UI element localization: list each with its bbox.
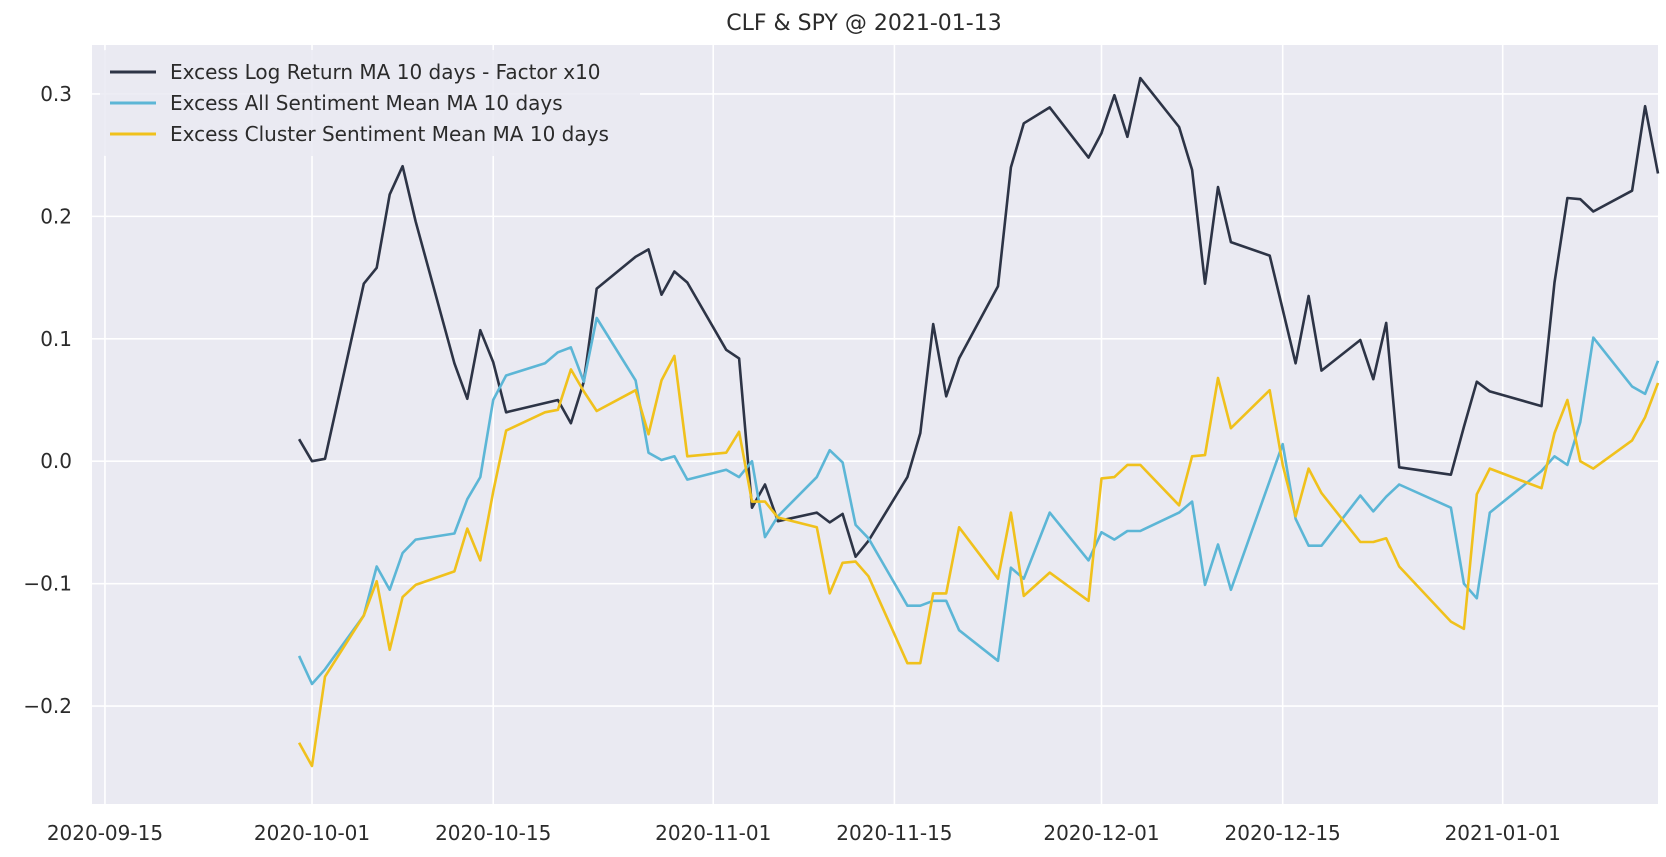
plot-area xyxy=(92,45,1658,804)
x-axis: 2020-09-15 2020-10-01 2020-10-15 2020-11-01… xyxy=(47,821,1561,845)
series-line-log-return xyxy=(297,76,1660,558)
x-tick-label: 2020-11-01 xyxy=(655,821,771,845)
y-tick-label: −0.2 xyxy=(23,694,72,718)
x-tick-label: 2020-12-01 xyxy=(1043,821,1159,845)
x-tick-label: 2020-10-15 xyxy=(435,821,551,845)
y-tick-label: 0.2 xyxy=(40,204,72,228)
legend-box xyxy=(100,50,640,156)
y-tick-label: 0.1 xyxy=(40,327,72,351)
y-tick-label: 0.3 xyxy=(40,82,72,106)
series-line-cluster-sentiment xyxy=(297,354,1660,768)
x-tick-label: 2020-10-01 xyxy=(254,821,370,845)
series-line-all-sentiment xyxy=(297,316,1660,686)
legend-label-all-sentiment: Excess All Sentiment Mean MA 10 days xyxy=(170,91,563,115)
x-tick-label: 2020-09-15 xyxy=(47,821,163,845)
grid xyxy=(92,45,1658,804)
chart-title: CLF & SPY @ 2021-01-13 xyxy=(726,11,1001,36)
x-tick-label: 2021-01-01 xyxy=(1445,821,1561,845)
y-axis: −0.2 −0.1 0.0 0.1 0.2 0.3 xyxy=(23,82,72,718)
legend: Excess Log Return MA 10 days - Factor x1… xyxy=(100,50,640,156)
legend-label-cluster-sentiment: Excess Cluster Sentiment Mean MA 10 days xyxy=(170,122,609,146)
legend-label-log-return: Excess Log Return MA 10 days - Factor x1… xyxy=(170,60,601,84)
x-tick-label: 2020-12-15 xyxy=(1225,821,1341,845)
y-tick-label: 0.0 xyxy=(40,449,72,473)
x-tick-label: 2020-11-15 xyxy=(836,821,952,845)
y-tick-label: −0.1 xyxy=(23,572,72,596)
series-lines xyxy=(297,76,1660,768)
